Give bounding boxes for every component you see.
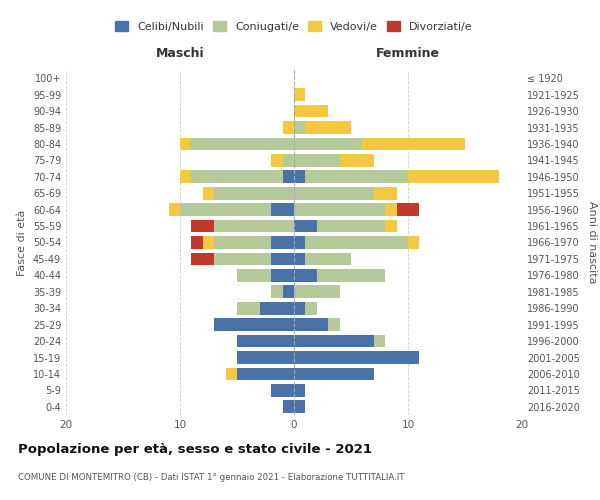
Bar [271,236,294,249]
Bar [237,269,271,282]
Bar [237,334,294,347]
Bar [283,170,294,183]
Bar [294,252,305,266]
Bar [294,203,385,216]
Y-axis label: Fasce di età: Fasce di età [17,210,27,276]
Bar [397,203,419,216]
Bar [191,170,283,183]
Bar [283,121,294,134]
Bar [317,269,385,282]
Bar [294,269,317,282]
Bar [203,187,214,200]
Bar [294,318,328,331]
Bar [283,400,294,413]
Bar [294,121,305,134]
Bar [385,203,397,216]
Bar [169,203,180,216]
Bar [385,220,397,232]
Bar [180,138,191,150]
Bar [214,236,271,249]
Legend: Celibi/Nubili, Coniugati/e, Vedovi/e, Divorziati/e: Celibi/Nubili, Coniugati/e, Vedovi/e, Di… [111,17,477,36]
Bar [271,269,294,282]
Bar [294,351,419,364]
Bar [305,302,317,314]
Bar [294,187,374,200]
Text: Maschi: Maschi [155,47,205,60]
Bar [203,236,214,249]
Text: Femmine: Femmine [376,47,440,60]
Bar [294,220,317,232]
Bar [294,384,305,397]
Bar [271,203,294,216]
Bar [328,318,340,331]
Bar [214,318,294,331]
Bar [294,334,374,347]
Bar [237,368,294,380]
Bar [214,187,294,200]
Bar [191,236,203,249]
Text: Popolazione per età, sesso e stato civile - 2021: Popolazione per età, sesso e stato civil… [18,442,372,456]
Bar [226,368,237,380]
Bar [317,220,385,232]
Bar [305,252,351,266]
Bar [214,252,271,266]
Bar [374,187,397,200]
Bar [191,220,214,232]
Bar [271,252,294,266]
Bar [283,154,294,167]
Bar [237,302,260,314]
Bar [362,138,465,150]
Bar [294,104,328,118]
Bar [294,170,305,183]
Y-axis label: Anni di nascita: Anni di nascita [587,201,596,284]
Bar [191,252,214,266]
Bar [340,154,374,167]
Bar [271,286,283,298]
Bar [294,302,305,314]
Bar [237,351,294,364]
Bar [294,368,374,380]
Bar [294,154,340,167]
Bar [271,154,283,167]
Bar [260,302,294,314]
Bar [294,236,305,249]
Bar [271,384,294,397]
Bar [305,121,351,134]
Bar [305,170,408,183]
Bar [180,170,191,183]
Bar [191,138,294,150]
Bar [294,400,305,413]
Bar [294,138,362,150]
Bar [294,88,305,101]
Bar [180,203,271,216]
Bar [408,170,499,183]
Bar [214,220,294,232]
Bar [283,286,294,298]
Text: COMUNE DI MONTEMITRO (CB) - Dati ISTAT 1° gennaio 2021 - Elaborazione TUTTITALIA: COMUNE DI MONTEMITRO (CB) - Dati ISTAT 1… [18,472,404,482]
Bar [408,236,419,249]
Bar [305,236,408,249]
Bar [374,334,385,347]
Bar [294,286,340,298]
